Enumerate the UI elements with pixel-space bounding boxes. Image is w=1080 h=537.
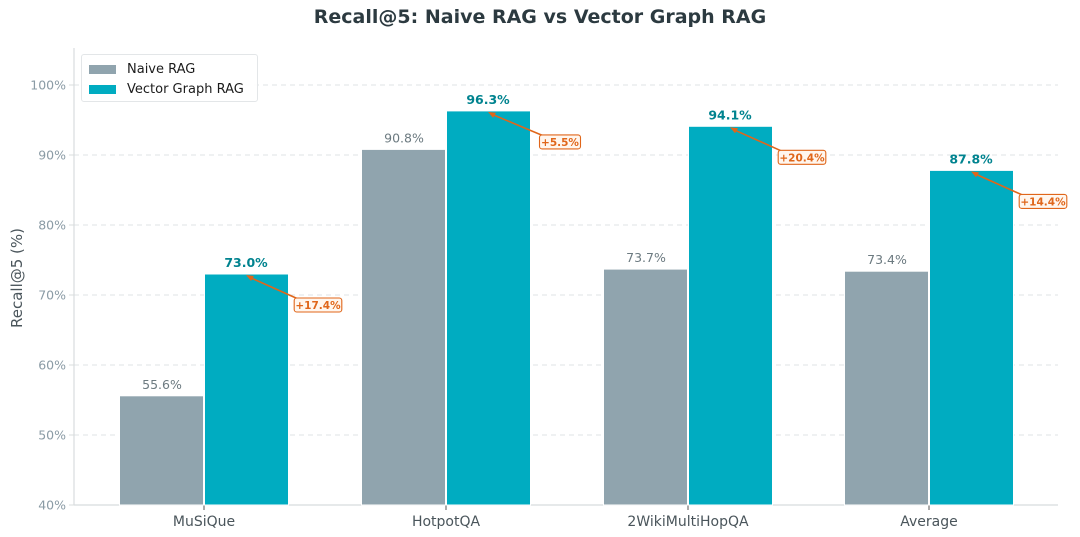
arrowhead-icon — [971, 171, 979, 178]
arrowhead-icon — [246, 275, 254, 281]
bar-naive-rag — [361, 148, 446, 506]
legend-swatch-vector-graph-rag — [89, 84, 116, 94]
value-label-vector-graph-rag: 87.8% — [949, 151, 993, 166]
bar-vector-graph-rag — [688, 125, 773, 506]
annotation-box — [777, 149, 827, 165]
annotation-label: +14.4% — [1020, 196, 1066, 208]
y-tick-label: 40% — [38, 498, 66, 513]
y-tick-label: 90% — [38, 148, 66, 163]
annotation-arrow — [248, 276, 299, 300]
legend: Naive RAG Vector Graph RAG — [81, 54, 258, 102]
value-label-vector-graph-rag: 96.3% — [466, 92, 510, 107]
annotation-box — [293, 297, 343, 313]
bar-vector-graph-rag — [446, 110, 531, 506]
x-tick-label: Average — [900, 514, 958, 530]
legend-item-naive-rag: Naive RAG — [89, 60, 195, 78]
value-label-naive-rag: 73.4% — [867, 252, 907, 267]
annotation-arrow — [732, 128, 783, 153]
annotation-box — [538, 134, 582, 150]
bar-naive-rag — [844, 270, 929, 506]
value-label-naive-rag: 90.8% — [384, 130, 424, 145]
bar-vector-graph-rag — [929, 169, 1014, 506]
improvement-annotations: +17.4% +5.5% +20.4% +14.4% — [246, 111, 1068, 313]
annotation-arrow — [490, 113, 544, 137]
arrowhead-icon — [730, 127, 738, 134]
legend-swatch-naive-rag — [89, 64, 116, 74]
legend-label: Vector Graph RAG — [127, 81, 244, 97]
y-tick-label: 100% — [30, 78, 66, 93]
bar-naive-rag — [119, 395, 204, 506]
bars — [119, 110, 1014, 506]
x-tick-label: MuSiQue — [173, 514, 235, 530]
annotation-label: +17.4% — [295, 300, 341, 312]
legend-label: Naive RAG — [127, 61, 196, 77]
chart-title: Recall@5: Naive RAG vs Vector Graph RAG — [313, 6, 767, 28]
y-tick-label: 60% — [38, 358, 66, 373]
arrowhead-icon — [488, 111, 496, 118]
y-tick-label: 80% — [38, 218, 66, 233]
bar-vector-graph-rag — [204, 273, 289, 506]
x-tick-label: HotpotQA — [412, 514, 481, 530]
y-tick-label: 70% — [38, 288, 66, 303]
bar-naive-rag — [603, 268, 688, 506]
value-labels: 55.6% 73.0% 90.8% 96.3% 73.7% 94.1% 73.4% 87.8% — [142, 92, 993, 392]
value-label-naive-rag: 55.6% — [142, 377, 182, 392]
annotation-label: +5.5% — [541, 137, 579, 149]
legend-item-vector-graph-rag: Vector Graph RAG — [89, 80, 244, 98]
y-tick-label: 50% — [38, 428, 66, 443]
y-axis-label: Recall@5 (%) — [8, 228, 26, 328]
x-tick-label: 2WikiMultiHopQA — [627, 514, 749, 530]
value-label-naive-rag: 73.7% — [626, 250, 666, 265]
annotation-label: +20.4% — [779, 152, 825, 164]
annotation-arrow — [973, 172, 1024, 197]
value-label-vector-graph-rag: 73.0% — [224, 255, 268, 270]
annotation-box — [1018, 193, 1068, 209]
value-label-vector-graph-rag: 94.1% — [708, 107, 752, 122]
